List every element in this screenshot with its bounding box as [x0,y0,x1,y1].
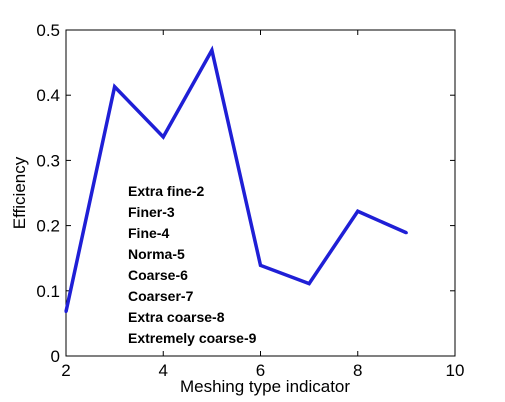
efficiency-series-line [64,45,408,313]
data-point [210,48,214,52]
y-tick-label: 0.4 [36,86,60,105]
annotation-line: Finer-3 [128,204,175,220]
y-tick-label: 0.3 [36,151,60,170]
data-point [64,310,68,314]
annotation-line: Extra coarse-8 [128,309,225,325]
y-axis-label: Efficiency [10,156,29,229]
data-point [307,282,311,286]
y-tick-label: 0.2 [36,217,60,236]
annotation-line: Coarse-6 [128,267,188,283]
mesh-legend-annotation: Extra fine-2 Finer-3 Fine-4 Norma-5 Coar… [128,183,257,346]
annotation-line: Coarser-7 [128,288,194,304]
x-tick-label: 10 [446,361,465,380]
plot-frame [65,29,456,357]
x-axis-label: Meshing type indicator [180,377,350,396]
data-point [113,85,117,89]
x-tick-label: 2 [61,361,70,380]
data-point [161,135,165,139]
data-point [259,263,262,267]
series-layer [64,45,408,314]
annotation-line: Extra fine-2 [128,183,204,199]
y-tick-label: 0.1 [36,282,60,301]
x-tick-label: 4 [159,361,168,380]
x-tick-label: 6 [256,361,265,380]
x-tick-label: 8 [353,361,362,380]
data-point [356,209,360,213]
x-axis-ticks: 2 4 6 8 10 [61,30,464,380]
y-axis-ticks: 0 0.1 0.2 0.3 0.4 0.5 [36,21,455,366]
annotation-line: Fine-4 [128,225,169,241]
y-tick-label: 0 [51,347,60,366]
annotation-line: Extremely coarse-9 [128,330,257,346]
y-tick-label: 0.5 [36,21,60,40]
annotation-line: Norma-5 [128,246,185,262]
data-point [404,231,408,235]
